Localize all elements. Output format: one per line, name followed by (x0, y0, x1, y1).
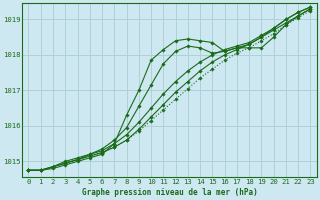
X-axis label: Graphe pression niveau de la mer (hPa): Graphe pression niveau de la mer (hPa) (82, 188, 257, 197)
